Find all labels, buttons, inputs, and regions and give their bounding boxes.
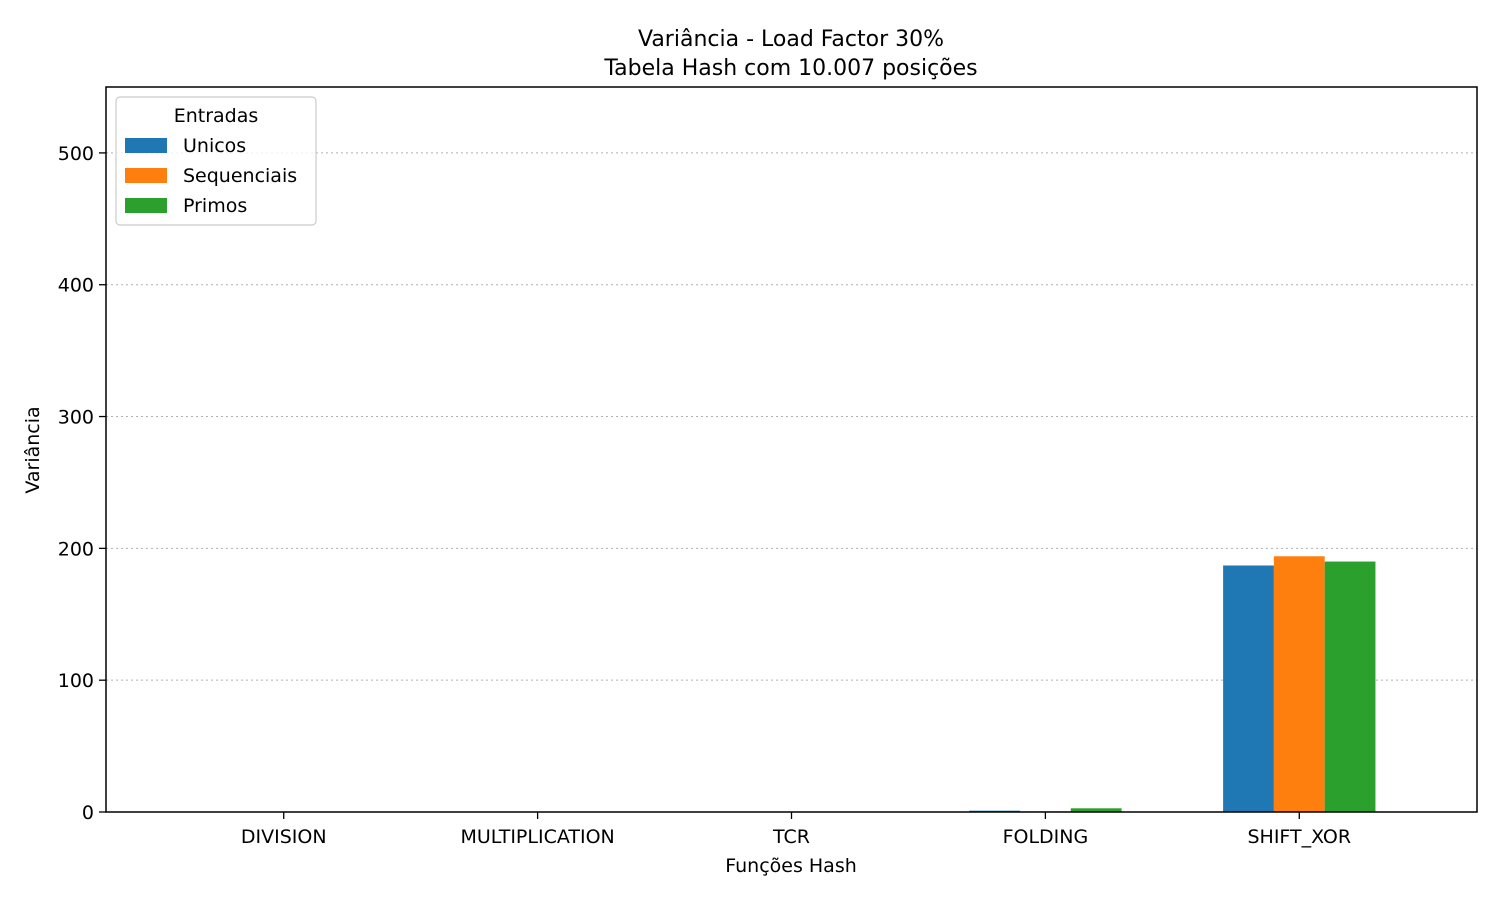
- legend-swatch-unicos: [125, 138, 167, 153]
- legend-title: Entradas: [174, 105, 259, 127]
- y-tick-label: 100: [58, 670, 94, 692]
- chart-title: Variância - Load Factor 30%: [638, 27, 944, 52]
- y-axis-label: Variância: [22, 406, 44, 493]
- bar-primos-shift_xor: [1324, 561, 1376, 812]
- bar-primos-folding: [1070, 808, 1122, 812]
- y-tick-label: 300: [58, 407, 94, 429]
- chart-subtitle: Tabela Hash com 10.007 posições: [603, 56, 977, 81]
- x-tick-label: SHIFT_XOR: [1247, 826, 1351, 848]
- y-tick-label: 500: [58, 143, 94, 165]
- legend-box: [115, 96, 317, 226]
- bar-unicos-shift_xor: [1223, 565, 1274, 812]
- x-tick-label: MULTIPLICATION: [460, 826, 614, 848]
- legend-swatch-primos: [125, 198, 167, 213]
- y-axis: 0 100 200 300 400 500: [58, 143, 106, 824]
- legend-swatch-sequenciais: [125, 168, 167, 183]
- x-tick-label: FOLDING: [1003, 826, 1089, 848]
- x-axis-label: Funções Hash: [725, 855, 857, 877]
- legend-label-primos: Primos: [183, 195, 247, 217]
- legend: Entradas Unicos Sequenciais Primos: [115, 96, 317, 226]
- bar-sequenciais-shift_xor: [1273, 556, 1325, 812]
- y-tick-label: 400: [58, 275, 94, 297]
- y-tick-label: 200: [58, 538, 94, 560]
- x-axis: DIVISION MULTIPLICATION TCR FOLDING SHIFT_XO…: [241, 812, 1351, 848]
- legend-label-unicos: Unicos: [183, 135, 246, 157]
- x-tick-label: DIVISION: [241, 826, 327, 848]
- grid-lines: [106, 152, 1477, 681]
- legend-label-sequenciais: Sequenciais: [183, 165, 297, 187]
- y-tick-label: 0: [82, 802, 94, 824]
- x-tick-label: TCR: [772, 826, 810, 848]
- bars: [207, 556, 1376, 812]
